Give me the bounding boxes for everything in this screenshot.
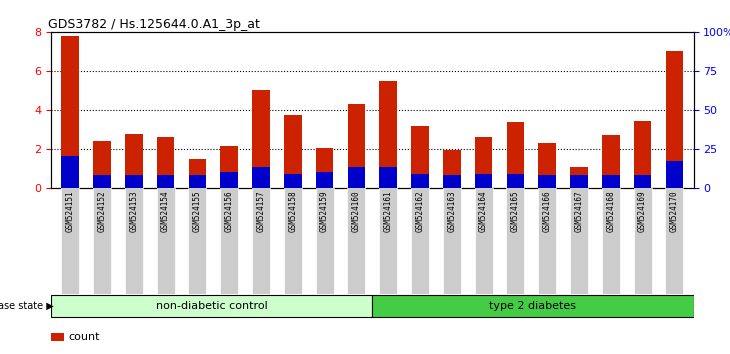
- Bar: [443, 175, 461, 188]
- FancyBboxPatch shape: [602, 188, 620, 294]
- Text: GSM524159: GSM524159: [320, 191, 329, 233]
- Bar: [188, 175, 206, 188]
- Bar: [284, 173, 301, 188]
- FancyBboxPatch shape: [507, 188, 524, 294]
- Bar: [602, 175, 620, 188]
- Bar: [602, 135, 620, 188]
- FancyBboxPatch shape: [51, 295, 372, 318]
- Bar: [220, 146, 238, 188]
- FancyBboxPatch shape: [252, 188, 270, 294]
- Bar: [284, 115, 301, 188]
- Bar: [157, 137, 174, 188]
- FancyBboxPatch shape: [188, 188, 207, 294]
- Bar: [443, 150, 461, 188]
- Text: GSM524157: GSM524157: [256, 191, 266, 233]
- FancyBboxPatch shape: [61, 188, 80, 294]
- Bar: [507, 173, 524, 188]
- Text: GSM524170: GSM524170: [670, 191, 679, 233]
- Bar: [188, 159, 206, 188]
- Bar: [253, 90, 270, 188]
- FancyBboxPatch shape: [347, 188, 366, 294]
- Bar: [61, 36, 79, 188]
- Bar: [666, 161, 683, 188]
- Text: GSM524167: GSM524167: [575, 191, 583, 233]
- Text: GSM524151: GSM524151: [66, 191, 74, 233]
- FancyBboxPatch shape: [93, 188, 111, 294]
- Bar: [507, 122, 524, 188]
- Bar: [380, 81, 397, 188]
- FancyBboxPatch shape: [125, 188, 143, 294]
- Text: GSM524163: GSM524163: [447, 191, 456, 233]
- Text: GSM524155: GSM524155: [193, 191, 202, 233]
- Text: type 2 diabetes: type 2 diabetes: [489, 301, 577, 311]
- FancyBboxPatch shape: [442, 188, 461, 294]
- FancyBboxPatch shape: [156, 188, 174, 294]
- FancyBboxPatch shape: [634, 188, 652, 294]
- FancyBboxPatch shape: [284, 188, 302, 294]
- Bar: [634, 175, 651, 188]
- FancyBboxPatch shape: [315, 188, 334, 294]
- Bar: [157, 175, 174, 188]
- Bar: [411, 126, 429, 188]
- Text: GSM524164: GSM524164: [479, 191, 488, 233]
- Text: GSM524152: GSM524152: [98, 191, 107, 233]
- FancyBboxPatch shape: [411, 188, 429, 294]
- Text: GSM524165: GSM524165: [511, 191, 520, 233]
- FancyBboxPatch shape: [372, 295, 694, 318]
- Bar: [93, 175, 111, 188]
- Bar: [474, 137, 492, 188]
- Text: GSM524154: GSM524154: [161, 191, 170, 233]
- Text: GSM524156: GSM524156: [225, 191, 234, 233]
- Bar: [539, 143, 556, 188]
- Bar: [380, 167, 397, 188]
- Bar: [634, 121, 651, 188]
- Text: disease state ▶: disease state ▶: [0, 301, 54, 311]
- Bar: [347, 167, 365, 188]
- Bar: [347, 104, 365, 188]
- Bar: [125, 175, 142, 188]
- Bar: [316, 148, 334, 188]
- Bar: [316, 172, 334, 188]
- Text: GSM524160: GSM524160: [352, 191, 361, 233]
- Text: GSM524161: GSM524161: [384, 191, 393, 233]
- Text: GSM524169: GSM524169: [638, 191, 647, 233]
- Bar: [51, 333, 64, 341]
- Bar: [220, 172, 238, 188]
- Bar: [93, 141, 111, 188]
- Bar: [253, 167, 270, 188]
- Text: GDS3782 / Hs.125644.0.A1_3p_at: GDS3782 / Hs.125644.0.A1_3p_at: [48, 18, 260, 31]
- Text: GSM524153: GSM524153: [129, 191, 138, 233]
- Bar: [666, 51, 683, 188]
- Bar: [539, 175, 556, 188]
- FancyBboxPatch shape: [538, 188, 556, 294]
- FancyBboxPatch shape: [379, 188, 397, 294]
- Bar: [411, 173, 429, 188]
- Bar: [61, 156, 79, 188]
- FancyBboxPatch shape: [474, 188, 493, 294]
- FancyBboxPatch shape: [220, 188, 238, 294]
- Text: count: count: [69, 332, 100, 342]
- FancyBboxPatch shape: [665, 188, 683, 294]
- Bar: [474, 173, 492, 188]
- Text: GSM524166: GSM524166: [542, 191, 552, 233]
- Bar: [125, 134, 142, 188]
- Bar: [570, 167, 588, 188]
- Text: GSM524162: GSM524162: [415, 191, 425, 233]
- Text: non-diabetic control: non-diabetic control: [155, 301, 268, 311]
- Text: GSM524168: GSM524168: [607, 191, 615, 233]
- Text: GSM524158: GSM524158: [288, 191, 297, 233]
- Bar: [570, 175, 588, 188]
- FancyBboxPatch shape: [570, 188, 588, 294]
